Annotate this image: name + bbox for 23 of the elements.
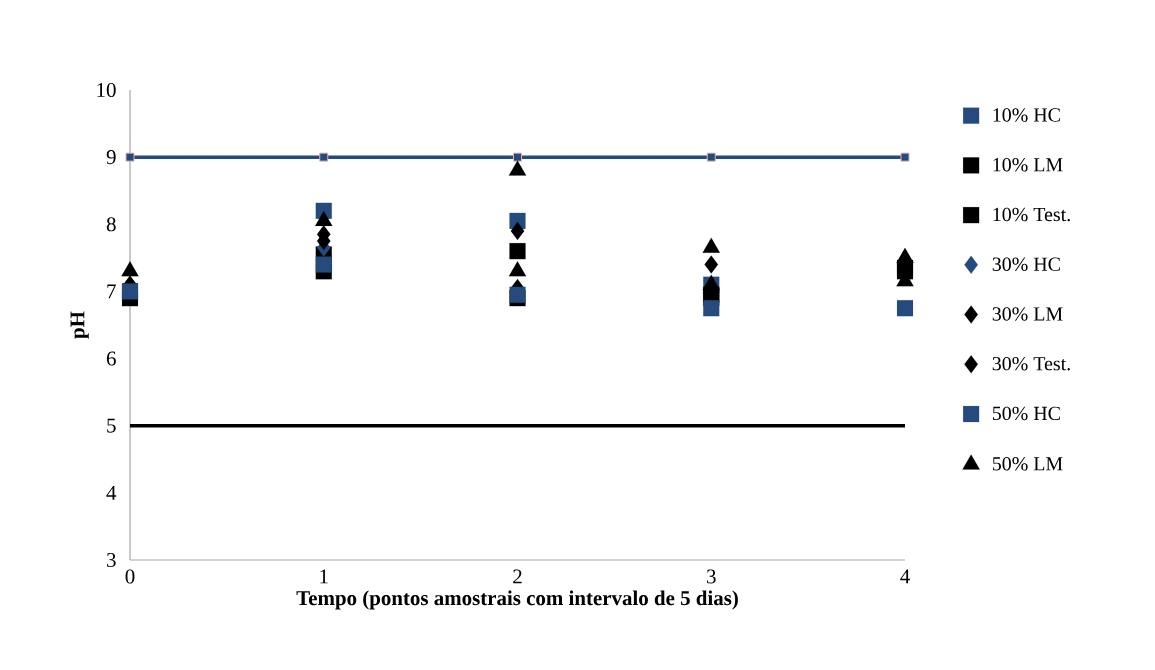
y-tick-label: 4 [106, 485, 117, 500]
y-axis-title: pH [70, 311, 89, 339]
legend-label: 50% LM [992, 457, 1063, 471]
x-tick-label: 1 [320, 569, 328, 584]
y-tick-label: 8 [106, 217, 116, 232]
x-tick-label: 3 [707, 569, 716, 584]
legend-label: 30% Test. [992, 356, 1070, 371]
legend-label: 10% LM [993, 158, 1063, 172]
y-tick-label: 7 [107, 284, 116, 299]
x-tick-label: 4 [900, 569, 910, 584]
legend-label: 10% HC [993, 108, 1060, 122]
x-tick-label: 2 [513, 569, 522, 584]
y-tick-label: 9 [106, 150, 116, 165]
y-tick-label: 3 [107, 552, 116, 568]
legend-label: 30% HC [992, 257, 1060, 271]
y-tick-label: 10 [97, 82, 116, 98]
legend-label: 30% LM [992, 307, 1063, 321]
y-tick-label: 6 [106, 351, 116, 366]
x-tick-label: 0 [125, 569, 135, 584]
legend-label: 50% HC [992, 406, 1060, 421]
legend-label: 10% Test. [993, 207, 1070, 222]
x-axis-title: Tempo (pontos amostrais com intervalo de 5 dias) [296, 590, 738, 610]
y-tick-label: 5 [107, 418, 116, 433]
